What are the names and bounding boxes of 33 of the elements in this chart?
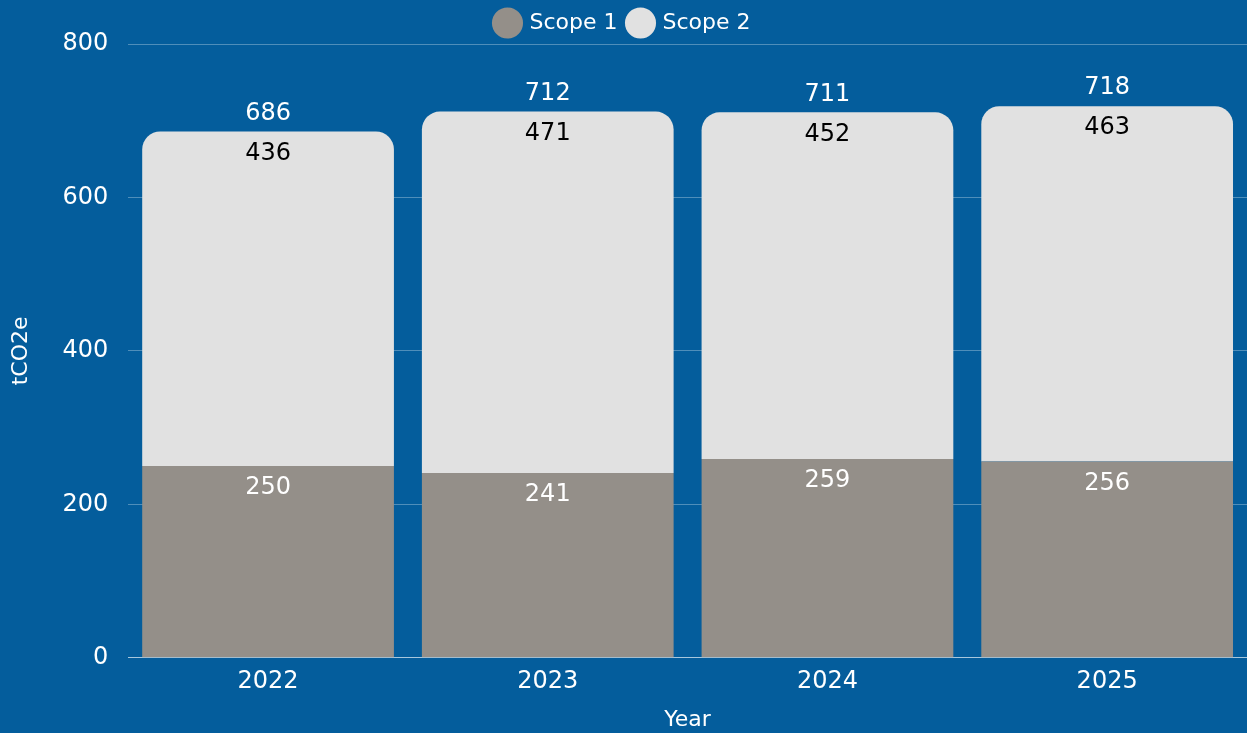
legend-label: Scope 1	[529, 8, 618, 34]
y-tick-label: 400	[62, 335, 109, 364]
bar	[142, 131, 394, 466]
y-tick-label: 600	[62, 181, 109, 210]
x-tick-label: 2025	[1076, 666, 1138, 695]
bar	[142, 465, 394, 658]
bar	[421, 111, 674, 473]
total-label: 712	[524, 77, 571, 106]
data-label: 241	[524, 479, 571, 508]
x-axis-title: Year	[663, 705, 712, 731]
bar	[701, 459, 954, 658]
data-label: 471	[524, 117, 571, 146]
total-label: 711	[804, 78, 851, 107]
data-label: 452	[804, 118, 851, 147]
data-label: 463	[1084, 112, 1131, 141]
bar	[421, 472, 674, 658]
y-tick-label: 0	[92, 642, 109, 671]
bar	[701, 112, 954, 460]
bar	[981, 461, 1234, 658]
total-label: 686	[245, 97, 291, 126]
y-tick-label: 800	[62, 28, 109, 57]
bar	[981, 106, 1234, 462]
total-label: 718	[1084, 72, 1131, 101]
data-label: 256	[1084, 467, 1131, 496]
y-axis-title: tCO2e	[6, 316, 32, 386]
data-label: 436	[245, 137, 291, 166]
data-label: 259	[804, 465, 851, 494]
x-tick-label: 2024	[796, 666, 858, 695]
y-tick-label: 200	[62, 488, 109, 517]
data-label: 250	[245, 472, 291, 501]
x-tick-label: 2022	[237, 666, 299, 695]
legend-label: Scope 2	[662, 8, 751, 34]
x-tick-label: 2023	[517, 666, 579, 695]
